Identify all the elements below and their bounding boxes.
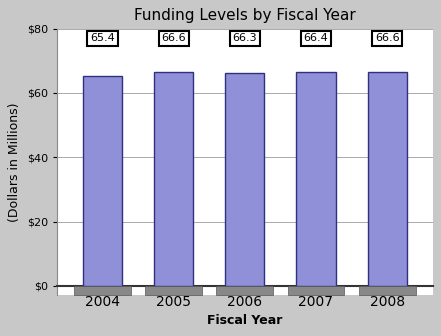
Bar [145, 286, 202, 295]
Text: 65.4: 65.4 [90, 33, 115, 43]
Bar [225, 73, 265, 286]
Bar [359, 286, 415, 295]
Bar [288, 286, 344, 295]
Bar [83, 76, 122, 286]
Bar [74, 286, 131, 295]
Y-axis label: (Dollars in Millions): (Dollars in Millions) [8, 102, 21, 222]
Bar [296, 72, 336, 286]
Text: 66.3: 66.3 [232, 33, 257, 43]
Bar [367, 72, 407, 286]
Bar [154, 72, 193, 286]
Bar [217, 286, 273, 295]
Text: 66.6: 66.6 [161, 33, 186, 43]
Text: 66.6: 66.6 [375, 33, 400, 43]
Title: Funding Levels by Fiscal Year: Funding Levels by Fiscal Year [134, 8, 356, 23]
X-axis label: Fiscal Year: Fiscal Year [207, 314, 283, 327]
Text: 66.4: 66.4 [303, 33, 329, 43]
